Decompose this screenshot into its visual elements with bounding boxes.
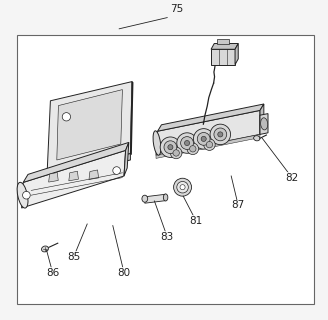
Circle shape: [160, 137, 181, 157]
Circle shape: [197, 132, 210, 145]
Circle shape: [171, 147, 182, 159]
Ellipse shape: [163, 194, 168, 201]
Circle shape: [204, 139, 215, 150]
Text: 81: 81: [189, 216, 203, 226]
Circle shape: [23, 191, 30, 199]
Circle shape: [210, 124, 231, 145]
Circle shape: [218, 132, 223, 137]
Text: 86: 86: [46, 268, 59, 278]
Circle shape: [206, 141, 213, 148]
Circle shape: [177, 133, 197, 153]
Text: 83: 83: [161, 232, 174, 242]
Polygon shape: [235, 44, 238, 65]
Circle shape: [201, 136, 206, 141]
FancyBboxPatch shape: [217, 39, 229, 44]
Polygon shape: [260, 104, 264, 134]
Polygon shape: [157, 104, 264, 131]
Circle shape: [173, 150, 179, 156]
Ellipse shape: [142, 195, 148, 202]
Polygon shape: [47, 154, 131, 178]
Ellipse shape: [153, 131, 161, 155]
Text: 85: 85: [67, 252, 80, 262]
Circle shape: [181, 137, 194, 149]
Text: 87: 87: [232, 200, 245, 211]
Polygon shape: [156, 110, 260, 155]
Circle shape: [194, 129, 214, 149]
Bar: [17, 35, 315, 304]
Polygon shape: [131, 82, 133, 155]
Polygon shape: [47, 82, 132, 171]
Polygon shape: [22, 150, 126, 208]
Ellipse shape: [17, 182, 28, 208]
Polygon shape: [89, 170, 98, 180]
Polygon shape: [49, 172, 58, 182]
Circle shape: [177, 181, 188, 193]
Circle shape: [168, 145, 173, 150]
Polygon shape: [156, 134, 260, 158]
Ellipse shape: [261, 118, 268, 130]
Text: 82: 82: [285, 172, 298, 183]
Circle shape: [190, 146, 196, 152]
Circle shape: [180, 185, 185, 190]
Text: 75: 75: [170, 4, 183, 14]
Circle shape: [187, 143, 198, 155]
Circle shape: [62, 113, 71, 121]
Circle shape: [214, 128, 227, 141]
Polygon shape: [69, 171, 78, 181]
FancyBboxPatch shape: [211, 49, 235, 65]
Text: 80: 80: [117, 268, 131, 278]
Polygon shape: [211, 44, 238, 49]
Circle shape: [184, 140, 190, 146]
Ellipse shape: [254, 136, 260, 141]
Polygon shape: [124, 142, 129, 176]
Polygon shape: [23, 142, 129, 182]
Ellipse shape: [42, 246, 49, 252]
Circle shape: [113, 167, 120, 174]
Polygon shape: [260, 114, 268, 134]
Polygon shape: [57, 90, 122, 160]
Circle shape: [164, 141, 177, 154]
Polygon shape: [145, 194, 166, 203]
Circle shape: [174, 178, 192, 196]
